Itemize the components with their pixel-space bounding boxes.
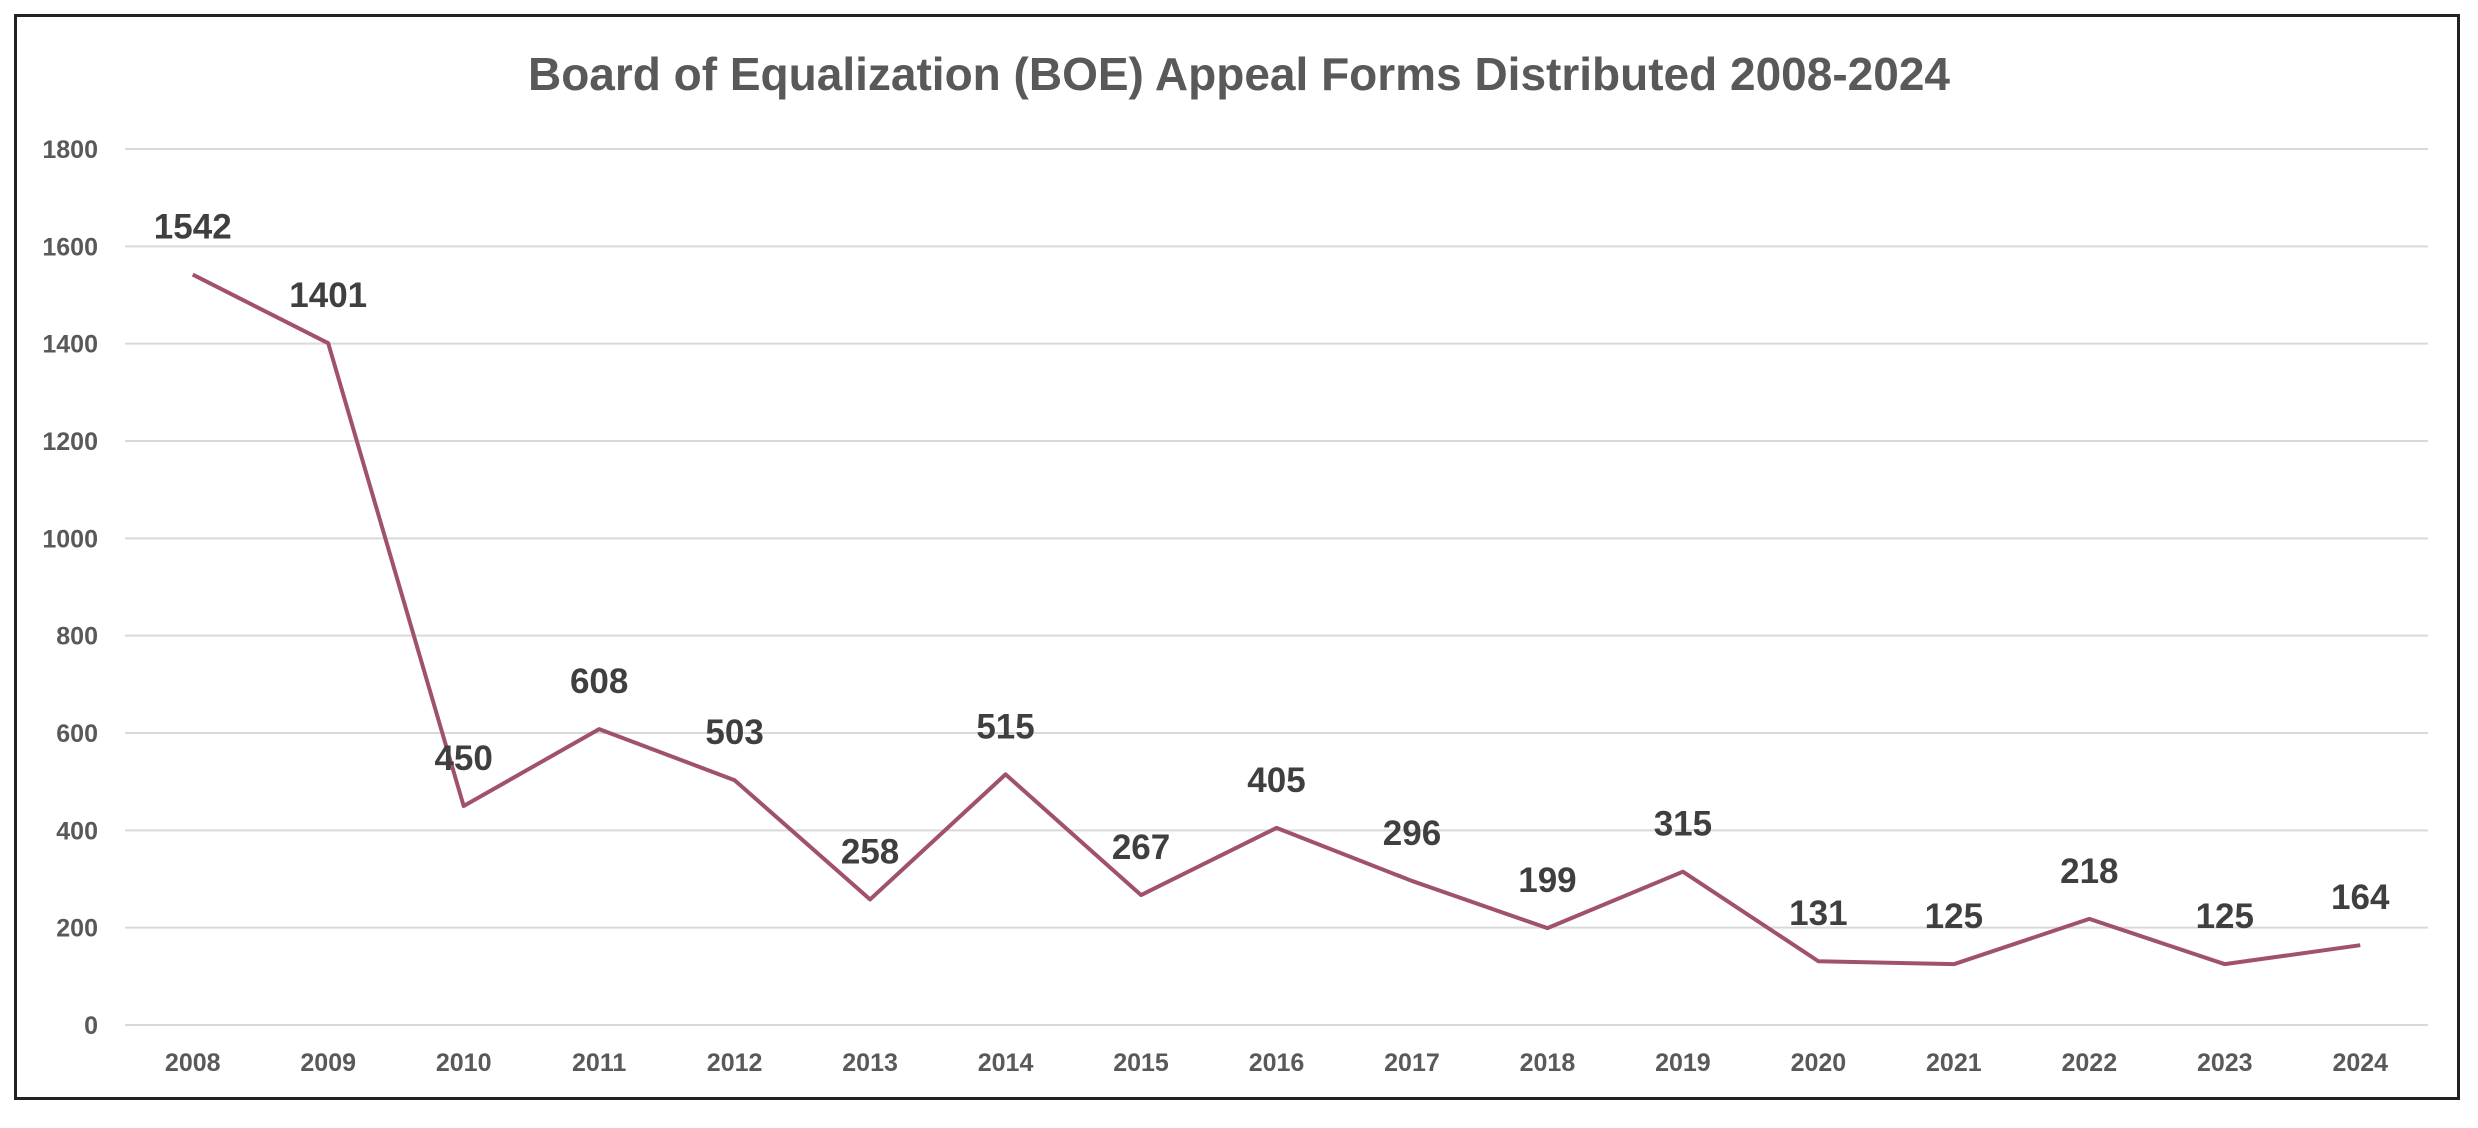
x-tick-label: 2013 (842, 1049, 898, 1077)
x-tick-label: 2009 (300, 1049, 356, 1077)
x-tick-label: 2021 (1926, 1049, 1982, 1077)
data-label: 125 (2196, 897, 2254, 936)
x-tick-label: 2015 (1113, 1049, 1169, 1077)
y-tick-label: 1200 (42, 428, 98, 456)
chart-title: Board of Equalization (BOE) Appeal Forms… (528, 48, 1950, 100)
data-label: 125 (1925, 897, 1983, 936)
x-tick-label: 2010 (436, 1049, 492, 1077)
y-tick-label: 0 (84, 1012, 98, 1040)
y-tick-label: 1400 (42, 331, 98, 359)
data-label: 131 (1789, 894, 1847, 933)
data-label: 515 (976, 707, 1034, 746)
y-axis-tick-labels: 0 200 400 600 800 1000 1200 1400 1600 1800 (42, 136, 98, 1040)
data-label: 1542 (154, 208, 232, 247)
x-tick-label: 2024 (2332, 1049, 2388, 1077)
data-label: 315 (1654, 805, 1712, 844)
data-label: 608 (570, 662, 628, 701)
data-label: 1401 (289, 276, 367, 315)
x-tick-label: 2016 (1249, 1049, 1305, 1077)
x-tick-label: 2019 (1655, 1049, 1711, 1077)
y-tick-label: 400 (56, 817, 98, 845)
y-tick-label: 600 (56, 720, 98, 748)
x-tick-label: 2014 (978, 1049, 1034, 1077)
y-tick-label: 200 (56, 915, 98, 943)
data-label: 296 (1383, 814, 1441, 853)
gridlines (125, 148, 2428, 1026)
x-tick-label: 2020 (1791, 1049, 1847, 1077)
x-tick-label: 2023 (2197, 1049, 2253, 1077)
series-line (191, 272, 2361, 967)
series-line-layer (191, 272, 2361, 967)
chart-frame (14, 14, 2460, 1100)
data-label: 199 (1518, 861, 1576, 900)
x-tick-label: 2018 (1520, 1049, 1576, 1077)
x-tick-label: 2017 (1384, 1049, 1440, 1077)
x-tick-label: 2012 (707, 1049, 763, 1077)
data-labels: 1542 1401 450 608 503 258 515 267 405 296 199 315 13… (154, 208, 2390, 937)
x-tick-label: 2008 (165, 1049, 221, 1077)
data-label: 218 (2060, 852, 2118, 891)
data-label: 450 (434, 739, 492, 778)
data-label: 258 (841, 832, 899, 871)
y-tick-label: 1000 (42, 525, 98, 553)
y-tick-label: 1800 (42, 136, 98, 164)
data-label: 405 (1247, 761, 1305, 800)
y-tick-label: 800 (56, 623, 98, 651)
x-tick-label: 2011 (572, 1049, 626, 1077)
y-tick-label: 1600 (42, 233, 98, 261)
data-label: 267 (1112, 828, 1170, 867)
x-axis-tick-labels: 2008 2009 2010 2011 2012 2013 2014 2015 2016 2017… (165, 1049, 2388, 1077)
data-label: 503 (705, 713, 763, 752)
x-tick-label: 2022 (2062, 1049, 2118, 1077)
data-label: 164 (2331, 878, 2390, 917)
